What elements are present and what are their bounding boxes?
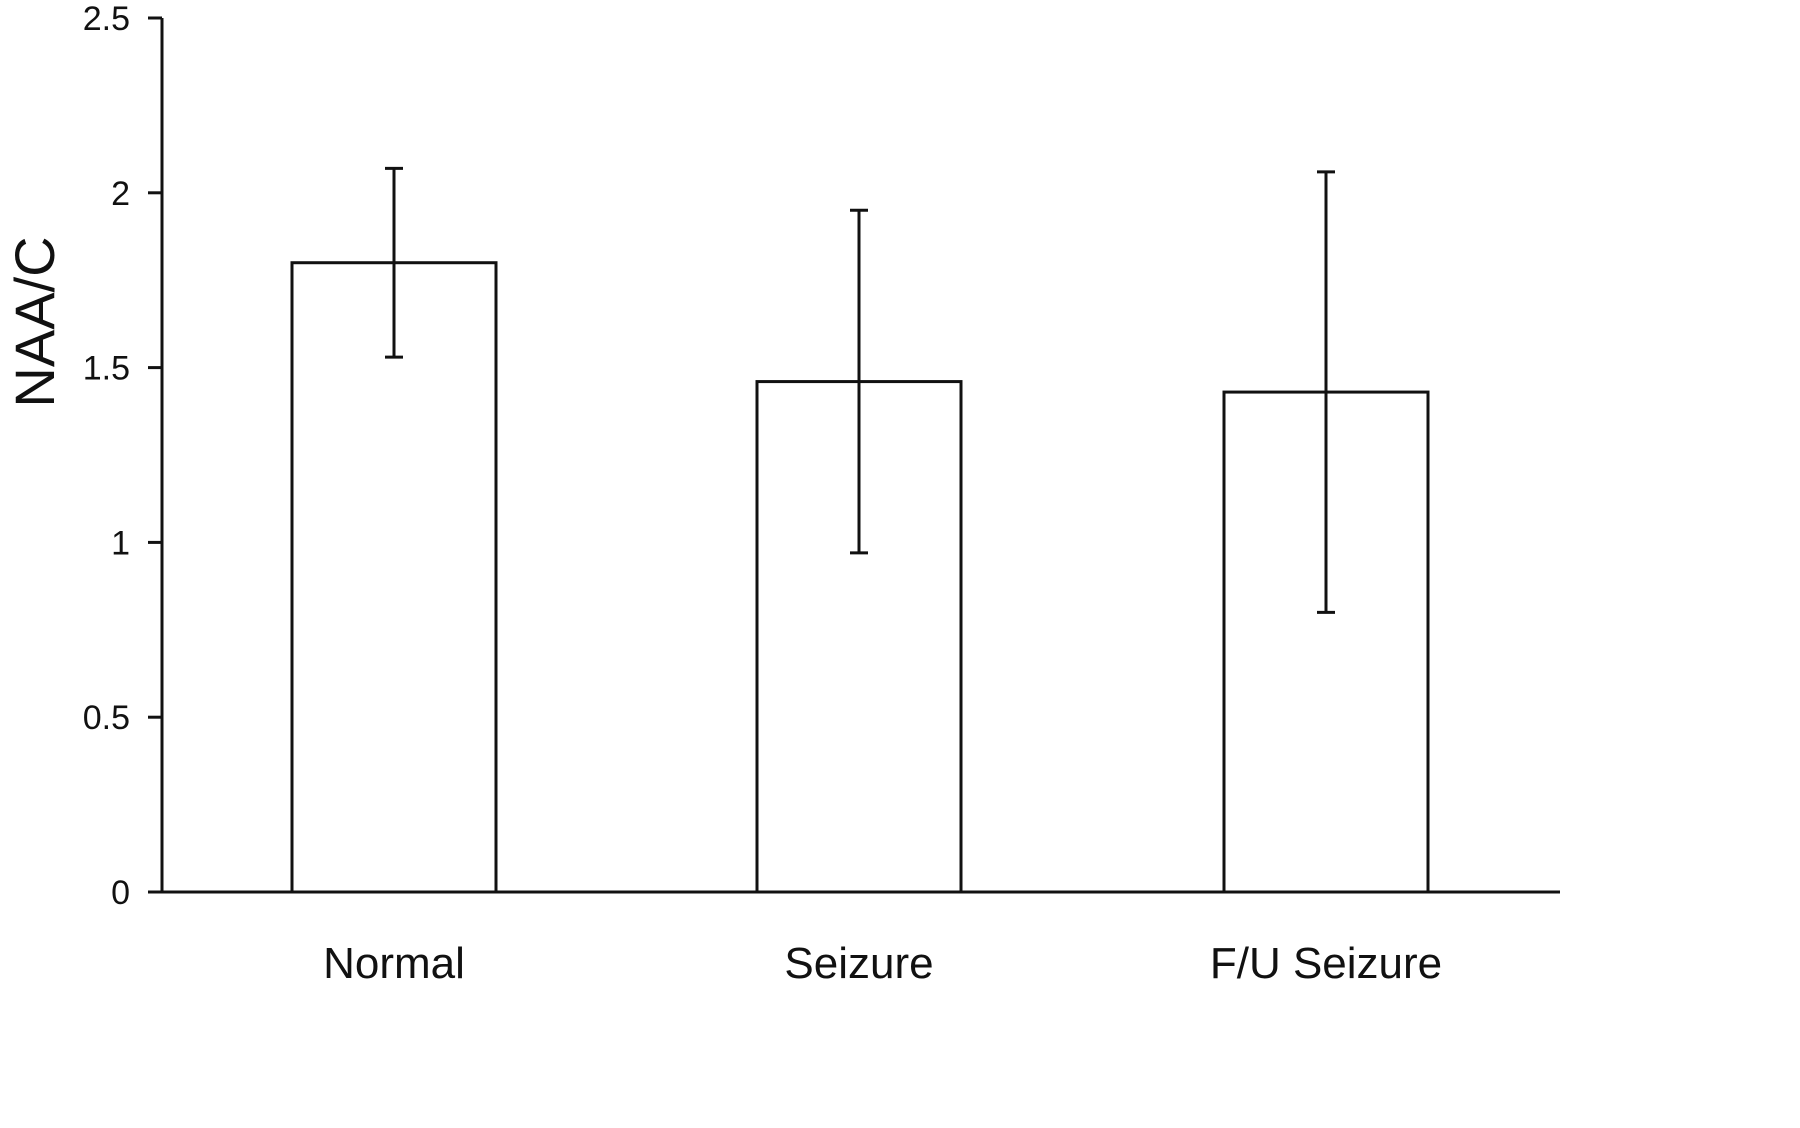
y-tick-label: 2 bbox=[111, 175, 130, 213]
category-label: Normal bbox=[323, 939, 465, 988]
category-labels: Normal Seizure F/U Seizure bbox=[323, 939, 1442, 988]
y-tick-label: 2.5 bbox=[83, 0, 130, 38]
category-label: Seizure bbox=[784, 939, 933, 988]
y-tick-label: 0 bbox=[111, 874, 130, 912]
bar-normal bbox=[290, 261, 498, 894]
y-tick-label: 1.5 bbox=[83, 350, 130, 388]
y-tick-label: 0.5 bbox=[83, 699, 130, 737]
y-tick-label: 1 bbox=[111, 524, 130, 562]
y-axis: 0 0.5 1 1.5 2 2.5 bbox=[83, 0, 164, 912]
category-label: F/U Seizure bbox=[1210, 939, 1442, 988]
error-bars bbox=[385, 166, 1335, 614]
y-axis-title: NAA/C bbox=[3, 236, 66, 407]
